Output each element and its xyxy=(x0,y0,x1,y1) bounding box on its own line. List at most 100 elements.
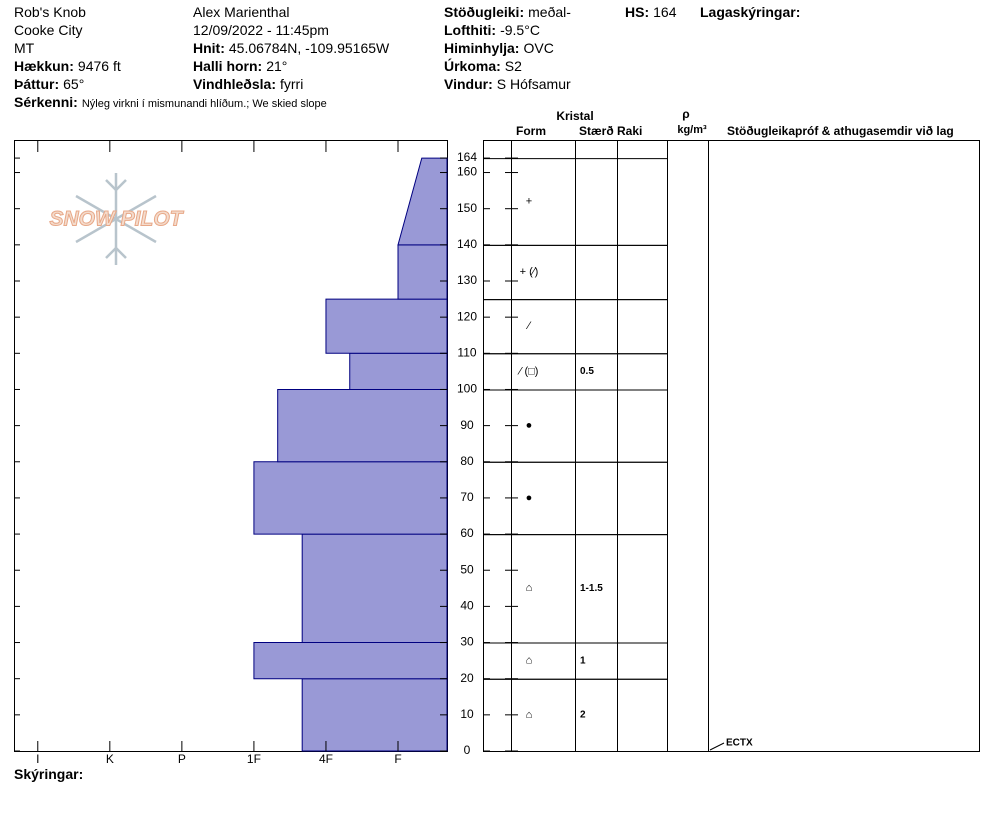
sky: Himinhylja: OVC xyxy=(444,39,554,57)
coords: Hnit: 45.06784N, -109.95165W xyxy=(193,39,389,57)
col-comments: Stöðugleikapróf & athugasemdir við lag xyxy=(727,124,954,138)
value: 164 xyxy=(653,4,677,20)
y-tick-label: 160 xyxy=(457,165,477,179)
x-tick-label: I xyxy=(36,752,39,766)
remarks: Sérkenni: Nýleg virkni í mismunandi hlíðu… xyxy=(14,93,327,113)
x-tick-label: K xyxy=(106,752,114,766)
hs: HS: 164 xyxy=(625,3,676,21)
y-tick-label: 10 xyxy=(460,707,474,721)
y-tick-label: 40 xyxy=(460,599,474,613)
logo xyxy=(75,173,157,265)
legend-title: Lagaskýringar: xyxy=(700,4,801,20)
y-tick-label: 164 xyxy=(457,150,477,164)
site: Rob's Knob xyxy=(14,4,86,20)
logo-text: SNOW PILOT xyxy=(50,208,185,231)
elevation: Hækkun: 9476 ft xyxy=(14,57,121,75)
location: Cooke City xyxy=(14,22,83,38)
col-crystal: Kristal xyxy=(556,109,593,123)
test-label: ECTX xyxy=(726,738,753,749)
label: Halli horn: xyxy=(193,58,263,74)
y-tick-label: 60 xyxy=(460,526,474,540)
value: OVC xyxy=(523,40,554,56)
y-tick-label: 120 xyxy=(457,309,477,323)
label: Hækkun: xyxy=(14,58,74,74)
value: 65° xyxy=(63,76,85,92)
crystal-form: ⁄ xyxy=(525,320,532,332)
x-tick-label: P xyxy=(178,752,186,766)
label: Stöðugleiki: xyxy=(444,4,525,20)
crystal-form: ● xyxy=(526,492,533,504)
hardness-layer xyxy=(325,298,448,354)
col-density-unit: kg/m³ xyxy=(677,124,707,136)
value: S Hófsamur xyxy=(496,76,571,92)
aspect: Þáttur: 65° xyxy=(14,75,84,93)
value: Nýleg virkni í mismunandi hlíðum.; We sk… xyxy=(81,98,327,110)
y-tick-label: 70 xyxy=(460,490,474,504)
slope: Halli horn: 21° xyxy=(193,57,287,75)
label: Þáttur: xyxy=(14,76,60,92)
datetime: 12/09/2022 - 11:45pm xyxy=(193,22,329,38)
crystal-size: 1 xyxy=(580,655,586,666)
crystal-form: + xyxy=(526,195,532,207)
y-tick-label: 80 xyxy=(460,454,474,468)
footer: Skýringar: xyxy=(14,766,84,782)
label: Vindur: xyxy=(444,76,493,92)
hardness-layer xyxy=(253,642,448,680)
stability: Stöðugleiki: meðal- xyxy=(444,3,571,21)
col-form: Form xyxy=(516,124,546,138)
hardness-layer xyxy=(301,678,448,752)
label: Sérkenni: xyxy=(14,94,78,110)
value: 45.06784N, -109.95165W xyxy=(228,40,390,56)
y-tick-label: 90 xyxy=(460,418,474,432)
col-density: ρ xyxy=(682,107,689,121)
value: 21° xyxy=(266,58,288,74)
frames xyxy=(14,140,980,752)
hardness-layer xyxy=(253,461,448,535)
y-tick-label: 50 xyxy=(460,562,474,576)
label: Lofthiti: xyxy=(444,22,497,38)
observer: Alex Marienthal xyxy=(193,4,290,20)
x-tick-label: F xyxy=(394,752,401,766)
hardness-layer xyxy=(349,352,448,390)
label: Himinhylja: xyxy=(444,40,520,56)
label: Hnit: xyxy=(193,40,225,56)
y-tick-label: 20 xyxy=(460,671,474,685)
wind-loading: Vindhleðsla: fyrri xyxy=(193,75,303,93)
air-temp: Lofthiti: -9.5°C xyxy=(444,21,540,39)
y-tick-label: 150 xyxy=(457,201,477,215)
col-size: Stærð xyxy=(579,124,614,138)
crystal-size: 1-1.5 xyxy=(580,583,603,594)
x-tick-label: 4F xyxy=(319,752,333,766)
y-tick-label: 110 xyxy=(457,345,476,359)
crystal-form: ⁄ (□) xyxy=(517,365,539,377)
value: 9476 ft xyxy=(77,58,121,74)
y-tick-label: 130 xyxy=(457,273,477,287)
label: Úrkoma: xyxy=(444,58,501,74)
hardness-layer xyxy=(277,388,448,463)
precip: Úrkoma: S2 xyxy=(444,57,522,75)
col-wetness: Raki xyxy=(617,124,642,138)
hardness-layer xyxy=(301,533,448,644)
value: meðal- xyxy=(528,4,571,20)
state: MT xyxy=(14,40,35,56)
crystal-size: 0.5 xyxy=(580,366,594,377)
y-tick-label: 140 xyxy=(457,237,477,251)
y-tick-label: 100 xyxy=(457,382,477,396)
wind: Vindur: S Hófsamur xyxy=(444,75,571,93)
crystal-size: 2 xyxy=(580,709,586,720)
value: -9.5°C xyxy=(500,22,540,38)
crystal-form: ● xyxy=(526,420,533,432)
label: Vindhleðsla: xyxy=(193,76,276,92)
hardness-layer xyxy=(397,244,448,300)
value: fyrri xyxy=(279,76,304,92)
crystal-form: ⌂ xyxy=(526,582,533,594)
y-tick-label: 0 xyxy=(464,743,471,757)
y-tick-label: 30 xyxy=(460,635,474,649)
crystal-form: + (⁄) xyxy=(520,266,539,278)
crystal-form: ⌂ xyxy=(526,655,533,667)
label: HS: xyxy=(625,4,650,20)
hardness-layer xyxy=(397,157,448,246)
x-tick-label: 1F xyxy=(247,752,261,766)
